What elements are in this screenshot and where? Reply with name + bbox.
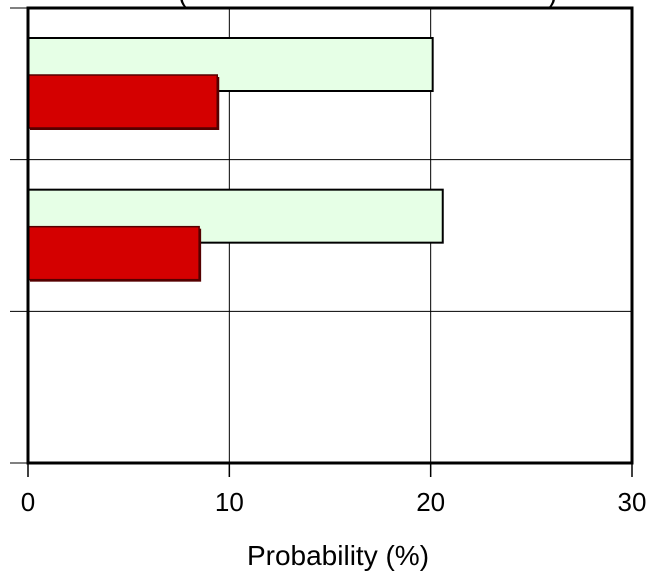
x-tick-label: 10 <box>215 487 244 517</box>
x-tick-label: 20 <box>416 487 445 517</box>
x-tick-label: 30 <box>618 487 647 517</box>
bar-dark <box>27 225 200 281</box>
bar-dark <box>27 74 219 129</box>
chart-title-end: ) <box>548 0 557 8</box>
x-axis-title: Probability (%) <box>247 540 429 571</box>
x-tick-label: 0 <box>21 487 35 517</box>
axis-ticks <box>10 7 633 477</box>
chart-title-start: ( <box>178 0 188 8</box>
x-tick-labels: 0 10 20 30 <box>21 487 647 517</box>
plot-frame <box>26 6 634 465</box>
bars <box>27 37 444 282</box>
